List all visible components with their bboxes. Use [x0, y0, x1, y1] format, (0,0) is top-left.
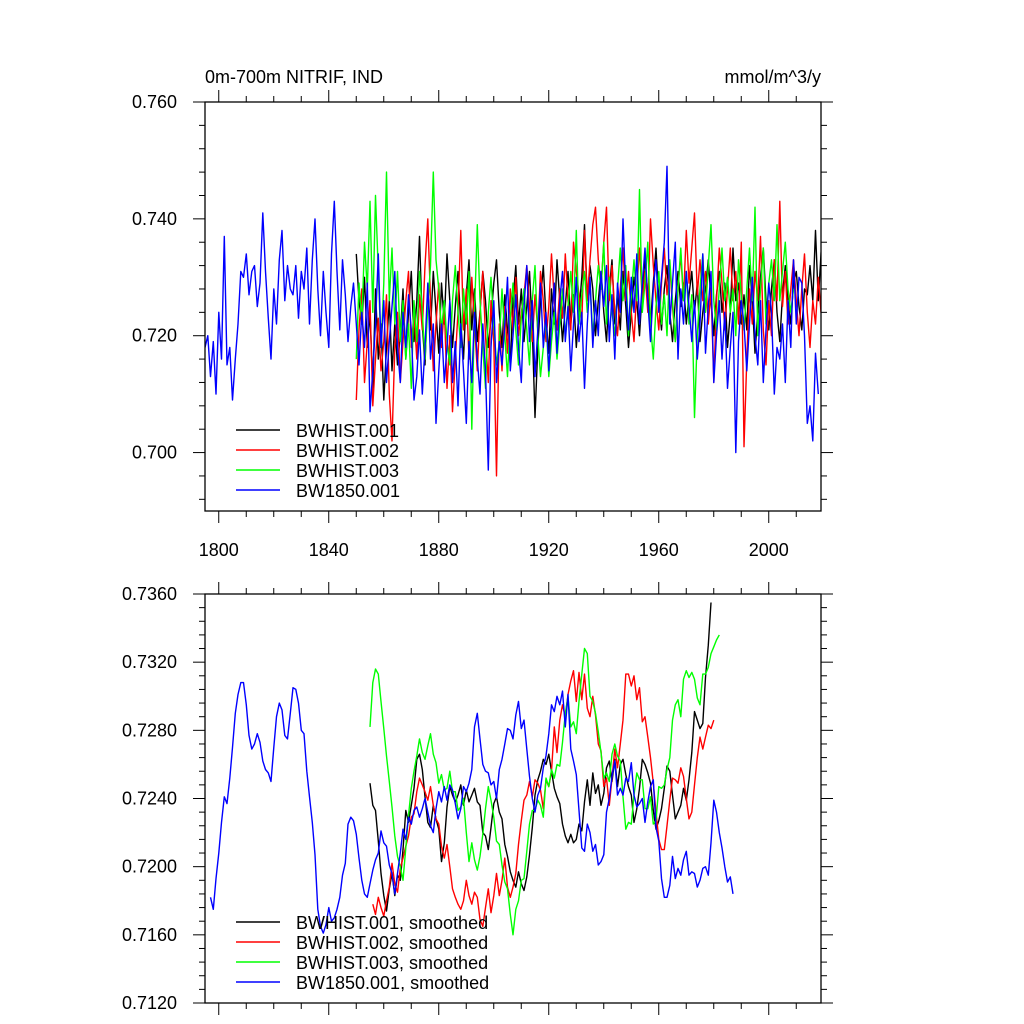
x-tick-label: 2000 [749, 540, 789, 560]
bottom-axis-ticks [193, 582, 833, 1015]
bottom-plot-frame [204, 593, 822, 1004]
x-tick-label: 1880 [419, 540, 459, 560]
top-axis-ticks [193, 90, 833, 523]
y-tick-label: 0.700 [132, 443, 177, 463]
x-tick-label: 1800 [199, 540, 239, 560]
y-tick-label: 0.7360 [122, 584, 177, 604]
top-title-left: 0m-700m NITRIF, IND [205, 67, 383, 87]
top-plot-frame [204, 101, 822, 512]
y-tick-label: 0.7280 [122, 720, 177, 740]
y-tick-label: 0.740 [132, 209, 177, 229]
top-x-tick-labels: 1800 1840 1880 1920 1960 2000 [199, 540, 789, 560]
legend-label: BW1850.001 [296, 481, 400, 501]
x-tick-label: 1960 [639, 540, 679, 560]
x-tick-label: 1840 [309, 540, 349, 560]
top-title-right: mmol/m^3/y [725, 67, 821, 87]
bottom-series [209, 602, 734, 936]
legend-label: BW1850.001, smoothed [296, 973, 489, 993]
bottom-panel: 0.7120 0.7160 0.7200 0.7240 0.7280 0.7320 0.73… [122, 582, 833, 1015]
y-tick-label: 0.7320 [122, 652, 177, 672]
y-tick-label: 0.7160 [122, 925, 177, 945]
series-line-bwhist-003-smoothed [369, 634, 720, 936]
y-tick-label: 0.720 [132, 326, 177, 346]
legend-label: BWHIST.002, smoothed [296, 933, 488, 953]
y-tick-label: 0.760 [132, 92, 177, 112]
top-panel: 0m-700m NITRIF, IND mmol/m^3/y 0.700 0.72… [132, 67, 833, 560]
legend-label: BWHIST.001 [296, 421, 399, 441]
top-y-tick-labels: 0.700 0.720 0.740 0.760 [132, 92, 177, 463]
y-tick-label: 0.7120 [122, 993, 177, 1013]
legend-label: BWHIST.003 [296, 461, 399, 481]
y-tick-label: 0.7240 [122, 789, 177, 809]
series-line-bwhist-003 [355, 171, 795, 430]
series-line-bw1850-001 [205, 165, 819, 471]
y-tick-label: 0.7200 [122, 857, 177, 877]
bottom-y-tick-labels: 0.7120 0.7160 0.7200 0.7240 0.7280 0.7320 0.73… [122, 584, 177, 1013]
x-tick-label: 1920 [529, 540, 569, 560]
legend-label: BWHIST.002 [296, 441, 399, 461]
series-line-bw1850-001-smoothed [209, 681, 734, 934]
legend-label: BWHIST.001, smoothed [296, 913, 488, 933]
legend-label: BWHIST.003, smoothed [296, 953, 488, 973]
series-line-bwhist-001-smoothed [369, 602, 712, 912]
top-series [205, 165, 821, 477]
